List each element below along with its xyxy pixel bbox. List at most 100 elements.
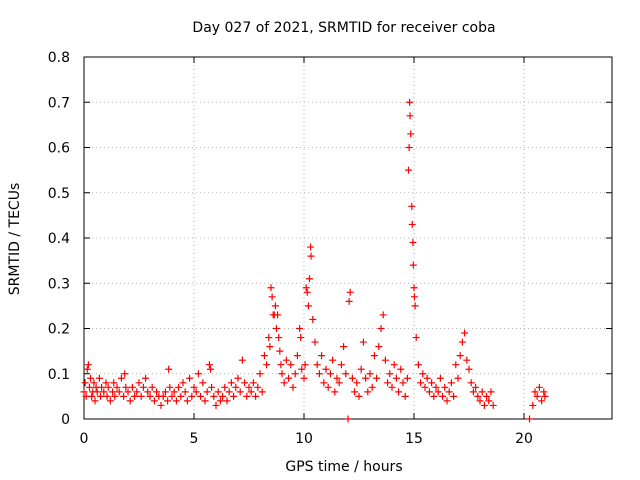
data-point — [423, 374, 431, 382]
data-point — [289, 383, 297, 391]
data-point — [84, 361, 92, 369]
data-point — [275, 334, 283, 342]
data-point — [254, 383, 262, 391]
data-point — [97, 392, 104, 400]
data-point — [395, 388, 403, 396]
data-point — [87, 374, 95, 382]
data-point — [90, 379, 98, 387]
data-point — [414, 361, 422, 369]
data-point — [412, 334, 420, 342]
data-point — [454, 374, 462, 382]
data-point — [465, 365, 473, 373]
data-point — [170, 388, 178, 396]
data-point — [247, 388, 255, 396]
grid — [84, 57, 612, 419]
data-point — [443, 397, 451, 405]
data-point — [489, 401, 497, 409]
data-point — [439, 392, 447, 400]
data-point — [357, 365, 365, 373]
data-point — [128, 383, 136, 391]
data-point — [103, 392, 111, 400]
data-point — [353, 379, 361, 387]
data-point — [346, 288, 354, 296]
data-point — [407, 130, 415, 138]
data-point — [91, 397, 99, 405]
data-point — [131, 392, 139, 400]
y-tick-label: 0.1 — [48, 367, 70, 383]
data-point — [409, 261, 417, 269]
data-point — [197, 392, 205, 400]
data-point — [408, 220, 416, 228]
data-point — [533, 392, 541, 400]
data-point — [315, 370, 323, 378]
data-point — [368, 383, 376, 391]
data-point — [252, 392, 260, 400]
data-point — [428, 379, 436, 387]
data-point — [175, 383, 183, 391]
data-point — [469, 388, 477, 396]
data-point — [441, 383, 449, 391]
data-point — [397, 365, 405, 373]
data-point — [326, 370, 334, 378]
data-point — [421, 383, 429, 391]
data-point — [263, 361, 271, 369]
data-point — [80, 388, 88, 396]
data-point — [115, 388, 123, 396]
data-point — [452, 361, 460, 369]
data-point — [379, 311, 387, 319]
data-point — [335, 379, 343, 387]
data-point — [313, 361, 321, 369]
data-point — [159, 392, 167, 400]
data-point — [348, 374, 356, 382]
data-point — [146, 392, 154, 400]
ticks: 0 0.1 0.2 0.3 0.4 0.5 0.6 0.7 0.8 0 5 10 15 20 — [48, 50, 612, 447]
y-tick-label: 0.4 — [48, 231, 70, 247]
data-point — [386, 370, 394, 378]
data-point — [340, 343, 348, 351]
data-point — [95, 374, 103, 382]
data-point — [318, 352, 326, 360]
data-point — [296, 325, 304, 332]
data-point — [234, 374, 242, 382]
data-point — [161, 388, 169, 396]
data-point — [410, 293, 418, 301]
data-point — [410, 284, 418, 292]
data-point — [331, 388, 339, 396]
data-point — [430, 392, 438, 400]
data-point — [258, 388, 266, 396]
data-point — [268, 293, 276, 301]
data-point — [478, 388, 486, 396]
data-point — [186, 374, 194, 382]
data-point — [417, 379, 425, 387]
data-point — [540, 388, 548, 396]
data-point — [403, 374, 411, 382]
data-point — [342, 370, 350, 378]
data-point — [322, 365, 330, 373]
data-point — [355, 392, 363, 400]
data-point — [102, 379, 110, 387]
data-point — [293, 352, 301, 360]
data-point — [223, 397, 231, 405]
data-point — [271, 302, 279, 310]
data-point — [344, 415, 352, 423]
data-point — [86, 383, 93, 391]
data-point — [142, 374, 150, 382]
data-point — [192, 388, 200, 396]
data-point — [106, 397, 114, 405]
data-point — [535, 383, 543, 391]
data-point — [188, 392, 196, 400]
x-tick-label: 20 — [515, 431, 533, 447]
data-point — [212, 401, 220, 409]
data-point — [216, 397, 224, 405]
data-point — [98, 383, 106, 391]
data-point — [463, 356, 471, 364]
data-point — [405, 166, 412, 174]
y-tick-label: 0.3 — [48, 276, 70, 292]
y-tick-label: 0.8 — [48, 50, 70, 66]
data-point — [401, 392, 409, 400]
data-point — [411, 302, 419, 310]
data-point — [164, 397, 172, 405]
data-point — [390, 361, 398, 369]
data-point — [172, 397, 180, 405]
